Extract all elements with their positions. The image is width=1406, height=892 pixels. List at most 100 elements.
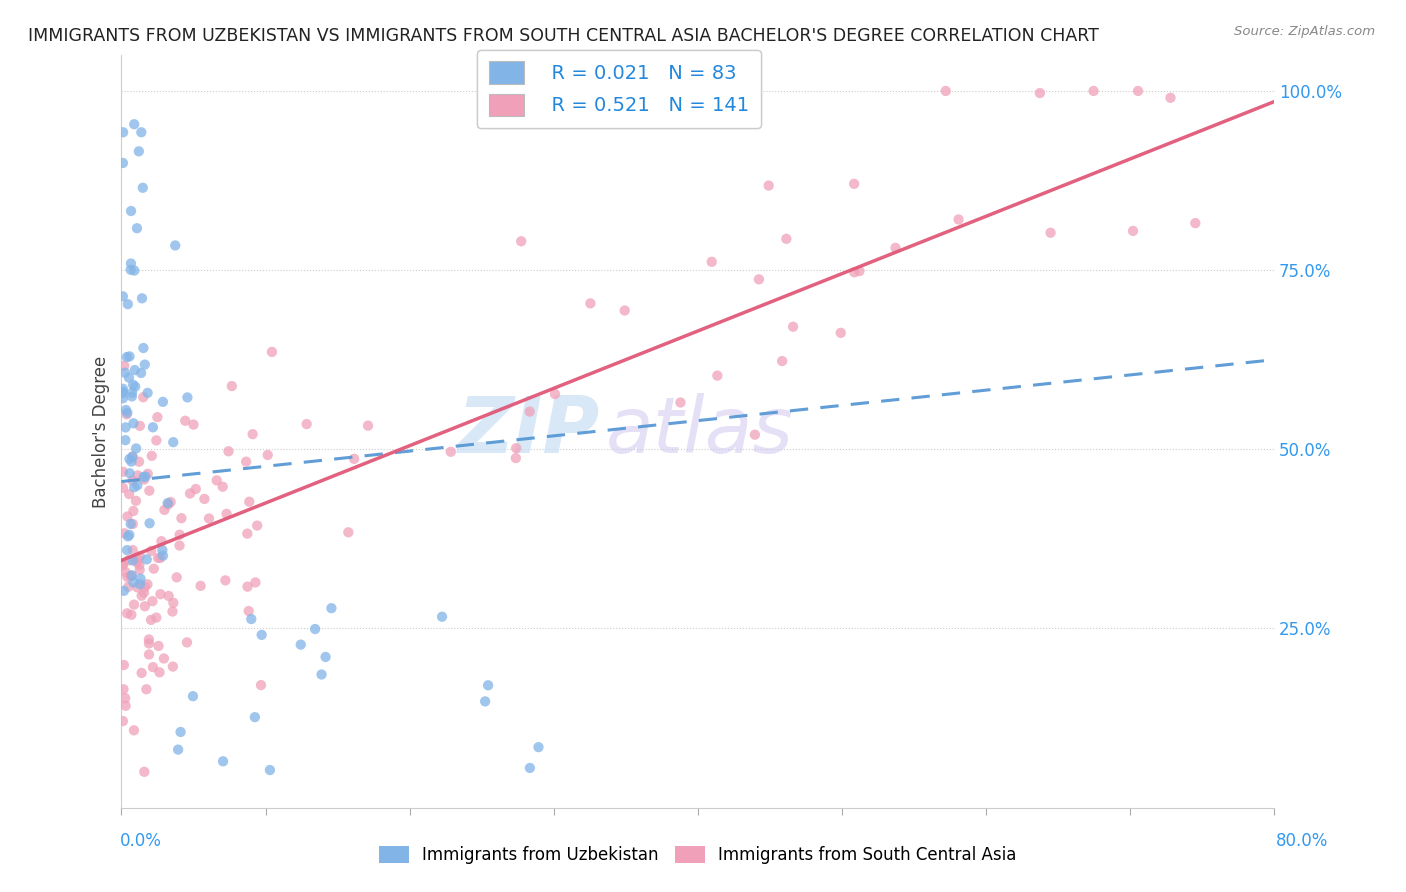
Point	[127, 552, 149, 566]
Point	[117, 529, 139, 543]
Point	[121, 389, 143, 403]
Point	[238, 604, 260, 618]
Point	[706, 368, 728, 383]
Point	[544, 387, 567, 401]
Point	[117, 580, 139, 594]
Point	[120, 569, 142, 583]
Point	[176, 635, 198, 649]
Point	[138, 632, 160, 647]
Point	[190, 579, 212, 593]
Point	[111, 391, 134, 405]
Point	[153, 651, 176, 665]
Point	[125, 442, 148, 456]
Point	[505, 441, 527, 455]
Point	[321, 601, 343, 615]
Point	[505, 451, 527, 466]
Point	[1184, 216, 1206, 230]
Point	[120, 454, 142, 468]
Point	[166, 570, 188, 584]
Point	[122, 417, 145, 431]
Point	[124, 379, 146, 393]
Text: atlas: atlas	[606, 393, 793, 469]
Point	[122, 598, 145, 612]
Point	[112, 658, 135, 673]
Point	[148, 665, 170, 680]
Point	[250, 678, 273, 692]
Point	[235, 455, 257, 469]
Point	[148, 639, 170, 653]
Point	[117, 553, 139, 567]
Point	[111, 382, 134, 396]
Point	[125, 221, 148, 235]
Point	[141, 594, 163, 608]
Point	[259, 763, 281, 777]
Point	[115, 607, 138, 621]
Point	[1122, 224, 1144, 238]
Point	[117, 406, 139, 420]
Point	[129, 125, 152, 139]
Point	[146, 410, 169, 425]
Point	[117, 570, 139, 584]
Point	[132, 181, 155, 195]
Point	[474, 694, 496, 708]
Point	[121, 474, 143, 488]
Point	[198, 511, 221, 525]
Point	[142, 420, 165, 434]
Point	[260, 345, 283, 359]
Point	[129, 366, 152, 380]
Point	[830, 326, 852, 340]
Point	[134, 473, 156, 487]
Point	[125, 493, 148, 508]
Point	[120, 569, 142, 583]
Text: Source: ZipAtlas.com: Source: ZipAtlas.com	[1234, 25, 1375, 38]
Point	[127, 478, 149, 492]
Text: 0.0%: 0.0%	[120, 831, 162, 849]
Point	[120, 256, 142, 270]
Point	[128, 418, 150, 433]
Point	[112, 583, 135, 598]
Point	[138, 636, 160, 650]
Point	[183, 417, 205, 432]
Point	[842, 177, 865, 191]
Text: ZIP: ZIP	[457, 393, 600, 469]
Point	[121, 385, 143, 400]
Point	[134, 469, 156, 483]
Point	[295, 417, 318, 431]
Point	[176, 391, 198, 405]
Point	[246, 518, 269, 533]
Point	[579, 296, 602, 310]
Point	[170, 511, 193, 525]
Point	[290, 638, 312, 652]
Point	[114, 366, 136, 380]
Point	[131, 589, 153, 603]
Point	[311, 667, 333, 681]
Point	[139, 613, 162, 627]
Point	[114, 565, 136, 579]
Point	[135, 682, 157, 697]
Point	[134, 599, 156, 614]
Point	[111, 385, 134, 400]
Point	[343, 451, 366, 466]
Point	[117, 509, 139, 524]
Point	[221, 379, 243, 393]
Point	[181, 689, 204, 703]
Point	[519, 761, 541, 775]
Point	[430, 609, 453, 624]
Point	[121, 450, 143, 464]
Point	[1039, 226, 1062, 240]
Point	[135, 552, 157, 566]
Point	[145, 610, 167, 624]
Point	[118, 487, 141, 501]
Point	[142, 660, 165, 674]
Point	[157, 498, 180, 512]
Point	[112, 682, 135, 697]
Point	[315, 649, 337, 664]
Point	[205, 474, 228, 488]
Point	[152, 395, 174, 409]
Point	[138, 516, 160, 531]
Point	[121, 450, 143, 464]
Point	[121, 543, 143, 558]
Point	[121, 516, 143, 531]
Point	[112, 359, 135, 373]
Point	[142, 562, 165, 576]
